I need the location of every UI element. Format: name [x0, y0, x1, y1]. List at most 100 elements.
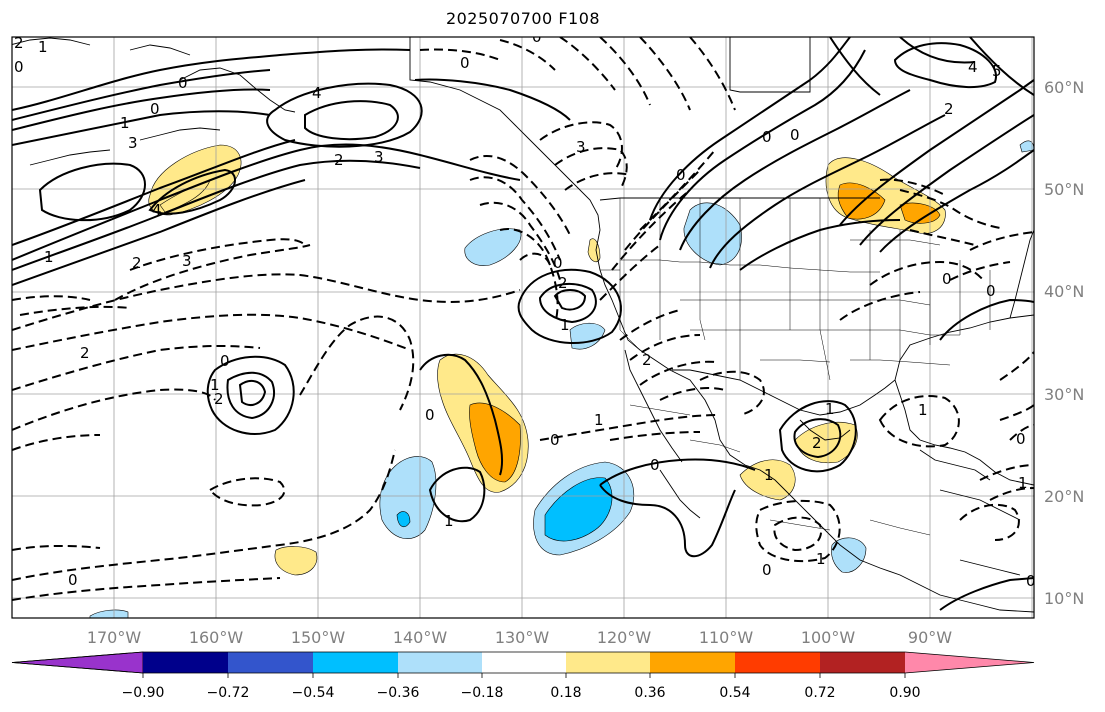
colorbar-tick-label: −0.54	[292, 685, 335, 701]
contour-label: 0	[790, 126, 800, 144]
contours-dashed	[12, 37, 1034, 601]
fill-pos-hawaii-south	[274, 546, 318, 576]
contour-label: 1	[825, 400, 835, 418]
colorbar-segment	[566, 652, 650, 673]
contour-label: 0	[650, 456, 660, 474]
contour-label: 0	[676, 166, 686, 184]
contour-label: 5	[992, 62, 1002, 80]
contour-label: 0	[68, 571, 78, 589]
contour-label: 0	[220, 352, 230, 370]
contour-label: 0	[986, 282, 996, 300]
colorbar-segment	[228, 652, 313, 673]
anomaly-fills	[89, 140, 1034, 618]
political-borders	[600, 198, 991, 536]
contour-label: 1	[444, 512, 454, 530]
lat-label: 40°N	[1044, 282, 1084, 301]
colorbar-segment	[650, 652, 735, 673]
lon-label: 110°W	[699, 628, 754, 647]
colorbar-ticks: −0.90 −0.72 −0.54 −0.36 −0.18 0.18 0.36 …	[122, 685, 921, 701]
contour-label: 2	[812, 434, 822, 452]
colorbar-tick-label: 0.90	[889, 685, 920, 701]
contour-label: 2	[334, 151, 344, 169]
contour-label: 1	[594, 411, 604, 429]
lat-label: 50°N	[1044, 180, 1084, 199]
contour-label-group: 2 1 0 0 4 0 1 3 2 3 4 3 1 2 3 0 2 1 0 2 …	[14, 28, 1036, 590]
lon-axis: 170°W 160°W 150°W 140°W 130°W 120°W 110°…	[87, 628, 952, 647]
contour-label: 4	[312, 84, 322, 102]
lat-label: 30°N	[1044, 385, 1084, 404]
colorbar-segment	[11, 651, 144, 674]
contour-label: 0	[532, 28, 542, 46]
contour-label: 1	[918, 401, 928, 419]
contour-label: 1	[816, 550, 826, 568]
contour-label: 0	[14, 58, 24, 76]
contour-label: 1	[1018, 474, 1028, 492]
contour-label: 3	[182, 252, 192, 270]
colorbar-tick-label: 0.54	[719, 685, 750, 701]
fill-pos-gulf	[794, 422, 858, 464]
contour-label: 0	[762, 128, 772, 146]
contour-label: 2	[642, 351, 652, 369]
contour-label: 2	[132, 254, 142, 272]
contour-label: 1	[764, 466, 774, 484]
lon-label: 130°W	[495, 628, 550, 647]
contour-label: 2	[214, 390, 224, 408]
contour-label: 2	[558, 274, 568, 292]
lat-label: 60°N	[1044, 78, 1084, 97]
contour-label: 1	[44, 248, 54, 266]
lat-label: 20°N	[1044, 487, 1084, 506]
contours-solid	[12, 37, 1034, 611]
lon-label: 90°W	[908, 628, 952, 647]
colorbar-tick-label: −0.18	[461, 685, 504, 701]
colorbar-segment	[820, 652, 905, 673]
lon-label: 150°W	[291, 628, 346, 647]
contour-label: 0	[1026, 572, 1036, 590]
contour-label: 0	[1016, 430, 1026, 448]
colorbar-segment	[905, 652, 1034, 673]
contour-label: 0	[550, 431, 560, 449]
lon-label: 160°W	[189, 628, 244, 647]
lat-label: 10°N	[1044, 589, 1084, 608]
colorbar-segment	[735, 652, 820, 673]
colorbar-segment	[143, 652, 228, 673]
lon-label: 170°W	[87, 628, 142, 647]
fill-neg-subtropical-core	[544, 477, 613, 542]
colorbar-tick-label: −0.72	[207, 685, 250, 701]
contour-label: 0	[553, 254, 563, 272]
contour-label: 0	[942, 270, 952, 288]
colorbar-tick-label: −0.36	[377, 685, 420, 701]
plot-area	[12, 37, 1034, 618]
lat-axis: 60°N 50°N 40°N 30°N 20°N 10°N	[1044, 78, 1084, 608]
contour-label: 3	[128, 134, 138, 152]
colorbar-tick-label: 0.72	[804, 685, 835, 701]
fill-neg-small2	[89, 609, 129, 618]
colorbar-tick-label: −0.90	[122, 685, 165, 701]
contour-label: 4	[152, 201, 162, 219]
contour-label: 3	[576, 138, 586, 156]
contour-label: 2	[80, 344, 90, 362]
contour-label: 1	[38, 38, 48, 56]
fill-neg-central-pacific	[379, 456, 437, 539]
contour-label: 1	[210, 376, 220, 394]
colorbar	[11, 651, 1035, 678]
colorbar-segment	[482, 652, 566, 673]
contour-label: 2	[14, 34, 24, 52]
contour-label: 1	[120, 114, 130, 132]
plot-frame	[11, 36, 1035, 619]
contour-label: 4	[968, 58, 978, 76]
contour-label: 0	[460, 54, 470, 72]
colorbar-segment	[313, 652, 398, 673]
colorbar-tick-label: 0.36	[634, 685, 665, 701]
fill-neg-central-america	[831, 537, 867, 573]
contour-label: 1	[560, 316, 570, 334]
lon-label: 140°W	[393, 628, 448, 647]
colorbar-tick-label: 0.18	[550, 685, 581, 701]
fill-pos-east-pacific-core	[469, 402, 521, 483]
lon-label: 120°W	[597, 628, 652, 647]
colorbar-segment	[398, 652, 482, 673]
contour-label: 3	[374, 148, 384, 166]
fill-neg-pacific-nw	[464, 228, 522, 266]
contour-label: 0	[150, 100, 160, 118]
fill-neg-central-pacific-core	[396, 511, 411, 528]
